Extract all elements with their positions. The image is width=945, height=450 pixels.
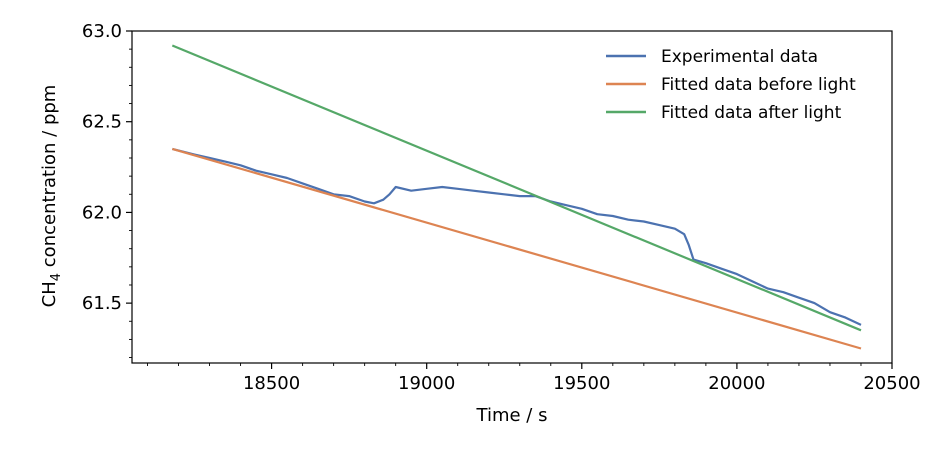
series-line-3 bbox=[171, 44, 862, 332]
y-axis-label: CH4 concentration / ppm bbox=[39, 85, 64, 308]
y-tick-label: 62.5 bbox=[82, 112, 122, 133]
series-layer bbox=[171, 44, 862, 350]
x-tick-label: 19000 bbox=[398, 373, 455, 394]
x-tick-label: 19500 bbox=[553, 373, 610, 394]
y-axis-label-main: CH bbox=[39, 281, 60, 307]
series-line-2 bbox=[171, 147, 862, 350]
x-tick-label: 20000 bbox=[708, 373, 765, 394]
legend-label: Experimental data bbox=[661, 47, 818, 67]
x-tick-label: 18500 bbox=[243, 373, 300, 394]
x-axis: 18500 19000 19500 20000 20500 bbox=[147, 363, 921, 394]
y-tick-label: 62.0 bbox=[82, 202, 122, 223]
y-tick-label: 61.5 bbox=[82, 293, 122, 314]
x-tick-label: 20500 bbox=[863, 373, 920, 394]
legend-label: Fitted data before light bbox=[661, 75, 856, 95]
legend: Experimental data Fitted data before ligh… bbox=[606, 47, 856, 123]
series-line-1 bbox=[172, 147, 862, 326]
axes-frame bbox=[131, 30, 893, 364]
y-axis-label-subscript: 4 bbox=[49, 273, 64, 281]
y-axis: 61.5 62.0 62.5 63.0 bbox=[82, 21, 132, 359]
y-axis-label-rest: concentration / ppm bbox=[39, 85, 60, 273]
legend-label: Fitted data after light bbox=[661, 103, 842, 123]
y-tick-label: 63.0 bbox=[82, 21, 122, 42]
x-axis-label: Time / s bbox=[476, 405, 548, 426]
plot-area bbox=[131, 30, 893, 364]
